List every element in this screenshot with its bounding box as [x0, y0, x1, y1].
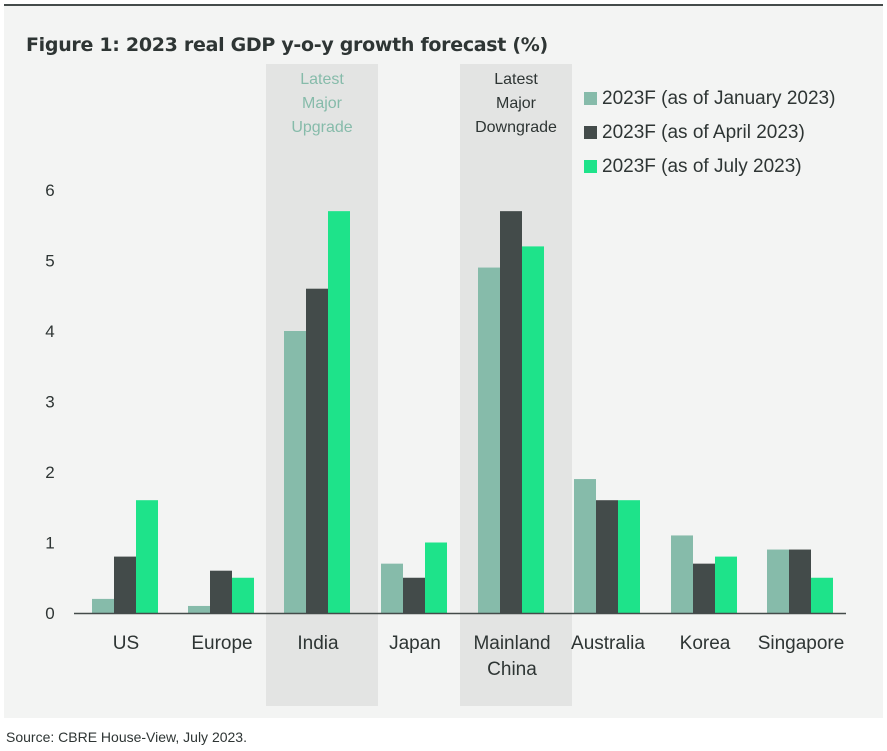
legend-label-series-2: 2023F (as of April 2023)	[602, 122, 805, 143]
bar-australia-series-2	[596, 500, 618, 613]
y-tick-label-2: 2	[45, 463, 54, 482]
bar-mainland-china-series-2	[500, 211, 522, 613]
bar-australia-series-1	[574, 479, 596, 613]
y-tick-label-6: 6	[45, 181, 54, 200]
x-category-label-singapore: Singapore	[758, 633, 845, 654]
bar-mainland-china-series-3	[522, 246, 544, 613]
x-category-label-australia: Australia	[571, 633, 645, 654]
bar-mainland-china-series-1	[478, 267, 500, 613]
bar-chart: Latest Major Upgrade Latest Major Downgrade 0 1…	[45, 64, 846, 706]
chart-title: Figure 1: 2023 real GDP y-o-y growth for…	[26, 34, 548, 56]
x-category-label-mainland-china-line-0: Mainland	[473, 633, 550, 654]
y-tick-label-3: 3	[45, 393, 54, 412]
y-tick-label-0: 0	[45, 604, 54, 623]
x-category-label-india: India	[297, 633, 339, 654]
bar-us-series-2	[114, 556, 136, 613]
x-category-label-us: US	[113, 633, 139, 654]
bar-singapore-series-3	[811, 577, 833, 613]
bar-europe-series-2	[210, 570, 232, 613]
bar-japan-series-2	[403, 577, 425, 613]
source-note: Source: CBRE House-View, July 2023.	[6, 729, 247, 745]
legend-label-series-1: 2023F (as of January 2023)	[602, 88, 835, 109]
bar-india-series-1	[284, 331, 306, 613]
bar-singapore-series-2	[789, 549, 811, 613]
annotation-india-line-1: Major	[302, 95, 343, 112]
bar-us-series-3	[136, 500, 158, 613]
x-category-label-europe: Europe	[191, 633, 252, 654]
bar-singapore-series-1	[767, 549, 789, 613]
legend-swatch-series-1	[584, 92, 597, 105]
y-tick-label-5: 5	[45, 252, 54, 271]
legend-swatch-series-2	[584, 126, 597, 139]
y-tick-label-1: 1	[45, 534, 54, 553]
bar-europe-series-3	[232, 577, 254, 613]
bar-europe-series-1	[188, 605, 210, 613]
x-category-label-japan: Japan	[389, 633, 441, 654]
bar-korea-series-2	[693, 563, 715, 613]
bar-japan-series-3	[425, 542, 447, 613]
legend-label-series-3: 2023F (as of July 2023)	[602, 156, 802, 177]
bar-india-series-3	[328, 211, 350, 613]
annotation-mainland-china-line-2: Downgrade	[475, 119, 557, 136]
annotation-mainland-china-line-0: Latest	[494, 71, 538, 88]
legend-swatch-series-3	[584, 160, 597, 173]
y-tick-label-4: 4	[45, 322, 54, 341]
bar-japan-series-1	[381, 563, 403, 613]
bar-korea-series-1	[671, 535, 693, 613]
bar-australia-series-3	[618, 500, 640, 613]
bar-us-series-1	[92, 598, 114, 613]
x-category-label-korea: Korea	[680, 633, 731, 654]
annotation-india-line-0: Latest	[300, 71, 344, 88]
annotation-mainland-china-line-1: Major	[496, 95, 537, 112]
annotation-india-line-2: Upgrade	[291, 119, 352, 136]
x-category-label-mainland-china-line-1: China	[487, 659, 537, 680]
bar-korea-series-3	[715, 556, 737, 613]
bar-india-series-2	[306, 288, 328, 613]
